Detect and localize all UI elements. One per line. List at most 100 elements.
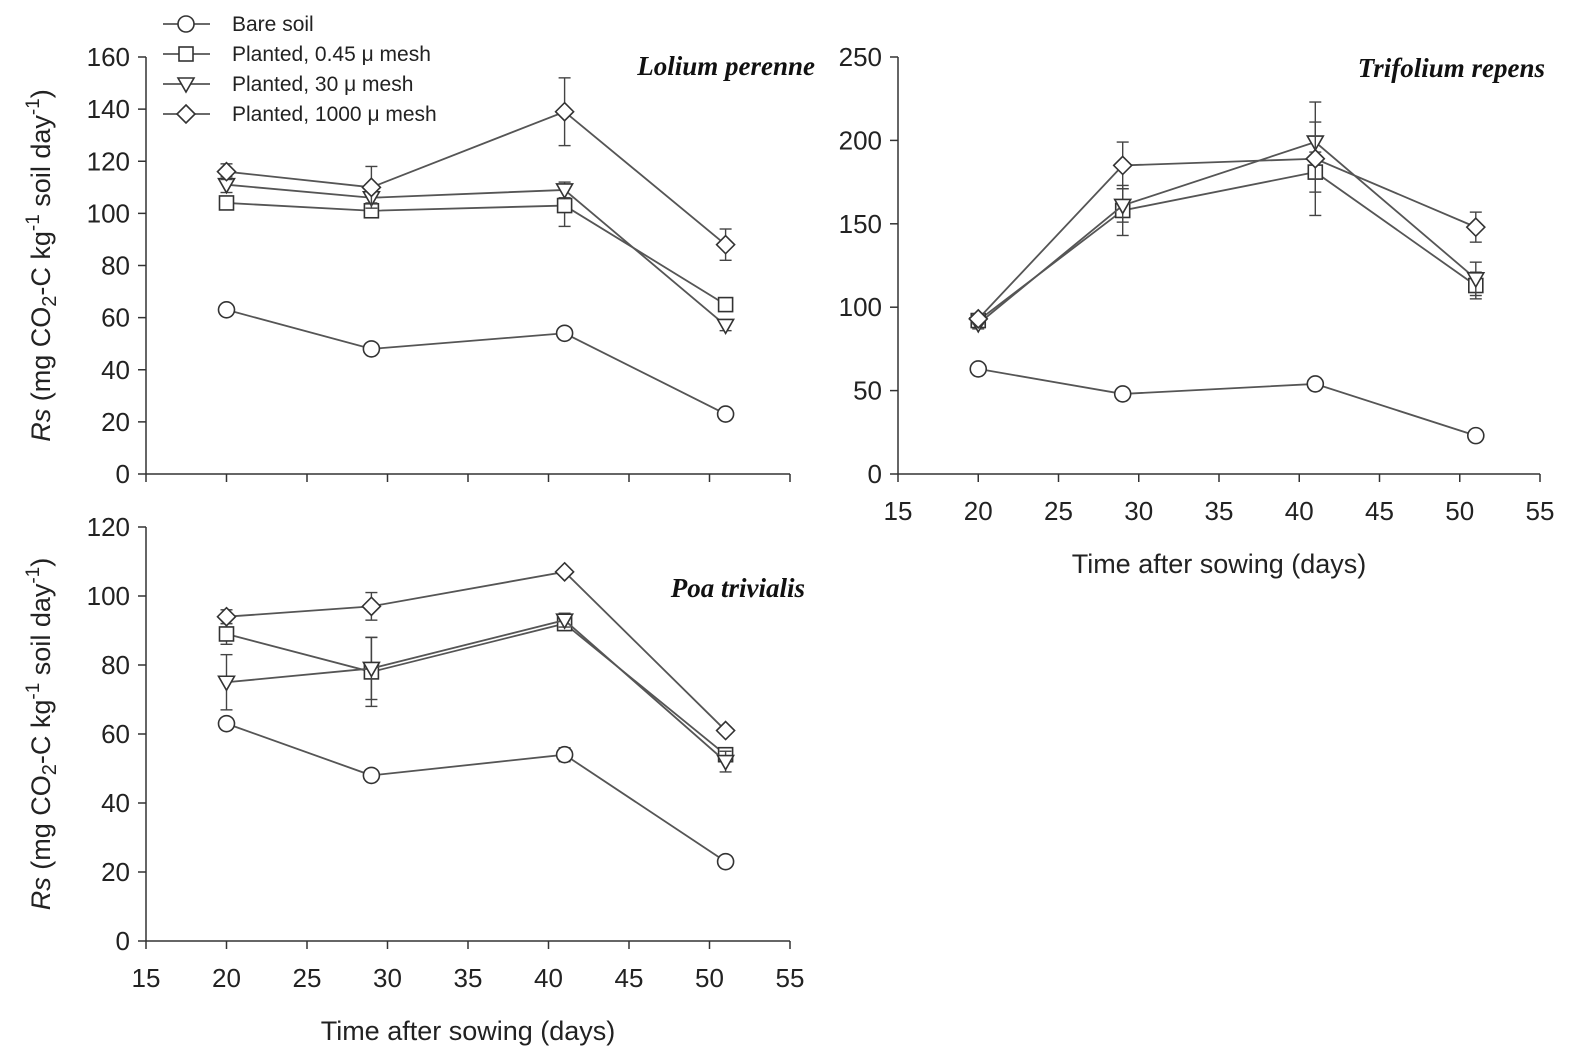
legend-planted-1000-mesh-label: Planted, 1000 μ mesh — [232, 103, 437, 126]
panel-2-planted-1000-mesh-point — [554, 561, 575, 582]
panel-0-bare-soil-point — [217, 301, 236, 319]
panel-2-x-tick-label: 15 — [132, 963, 161, 993]
panel-2-x-tick-label: 50 — [695, 963, 724, 993]
panel-1-y-tick-label: 0 — [868, 459, 882, 489]
legend-planted-0-45-mesh-label: Planted, 0.45 μ mesh — [232, 43, 431, 66]
panel-0-y-axis-title: Rs (mg CO2-C kg-1 soil day-1) — [23, 89, 61, 442]
panel-1-planted-30-mesh-point — [1466, 272, 1486, 289]
panel-1-x-tick-label: 45 — [1365, 496, 1394, 526]
panel-0-y-tick-label: 80 — [101, 251, 130, 281]
panel-1-x-tick-label: 15 — [884, 496, 913, 526]
panel-1-x-tick-label: 30 — [1124, 496, 1153, 526]
panel-1-planted-1000-mesh-point — [1112, 155, 1133, 176]
panel-2-y-axis-title: Rs (mg CO2-C kg-1 soil day-1) — [23, 558, 61, 911]
panel-0-planted-1000-mesh-point — [715, 234, 736, 255]
legend-bare-soil-label: Bare soil — [232, 13, 314, 36]
panel-0-planted-0-45-mesh-point — [717, 296, 734, 313]
panel-2-x-tick-label: 20 — [212, 963, 241, 993]
panel-0-y-tick-label: 100 — [87, 198, 130, 228]
panel-2-x-axis-title: Time after sowing (days) — [321, 1016, 616, 1046]
panel-1-planted-30-mesh-line — [977, 141, 1477, 325]
panel-2-planted-0-45-mesh-point — [218, 626, 235, 642]
panel-2-bare-soil-point — [362, 766, 381, 785]
panel-2-x-tick-label: 30 — [373, 963, 402, 993]
panel-2-planted-0-45-mesh-line — [226, 622, 727, 756]
panel-2-planted-1000-mesh-point — [361, 596, 382, 617]
panel-1-planted-1000-mesh-point — [1465, 217, 1486, 238]
panel-2-y-tick-label: 60 — [101, 719, 130, 749]
panel-2-bare-soil-point — [555, 745, 574, 764]
panel-1-planted-1000-mesh-point — [968, 308, 989, 330]
panel-0-y-tick-label: 20 — [101, 407, 130, 437]
panel-2-y-tick-label: 80 — [101, 650, 130, 680]
panel-2-planted-30-mesh-point — [555, 613, 574, 630]
panel-2-y-tick-label: 20 — [101, 857, 130, 887]
panel-2-planted-30-mesh-point — [362, 661, 381, 679]
panel-0-title: Lolium perenne — [636, 51, 815, 81]
panel-1-y-tick-label: 50 — [853, 376, 882, 406]
panel-0-bare-soil-point — [716, 405, 735, 423]
panel-trifolium-repens: 0 50 100 150 200 250 15 20 25 30 35 40 45 50 55 Time af… — [839, 42, 1555, 579]
panel-0-planted-1000-mesh-line — [226, 110, 727, 246]
panel-1-y-tick-label: 200 — [839, 125, 882, 155]
panel-0-planted-30-mesh-point — [555, 183, 574, 200]
panel-0-y-tick-label: 160 — [87, 42, 130, 72]
panel-2-planted-1000-mesh-point — [216, 606, 237, 627]
panel-2-y-tick-label: 40 — [101, 788, 130, 818]
panel-1-title: Trifolium repens — [1358, 53, 1545, 83]
panel-1-planted-1000-mesh-point — [1305, 148, 1326, 169]
panel-2-x-tick-label: 25 — [293, 963, 322, 993]
panel-2-x-tick-label: 40 — [534, 963, 563, 993]
panel-1-bare-soil-point — [1306, 375, 1325, 393]
panel-2-x-tick-label: 55 — [776, 963, 805, 993]
panel-2-x-tick-label: 45 — [615, 963, 644, 993]
panel-2-bare-soil-point — [217, 714, 236, 733]
panel-2-y-tick-label: 100 — [87, 581, 130, 611]
panel-0-y-tick-label: 40 — [101, 355, 130, 385]
panel-0-bare-soil-line — [226, 308, 727, 415]
panel-0-bare-soil-point — [555, 324, 574, 343]
panel-1-y-tick-label: 150 — [839, 209, 882, 239]
panel-2-y-tick-label: 120 — [87, 512, 130, 542]
panel-0-planted-30-mesh-point — [716, 318, 735, 336]
panel-lolium-perenne: 0 20 40 60 80 100 120 140 160 Rs (mg CO2-C kg-1 s… — [23, 42, 815, 489]
panel-2-y-tick-label: 0 — [116, 926, 130, 956]
panel-0-planted-30-mesh-line — [226, 183, 727, 327]
panel-2-planted-30-mesh-point — [217, 675, 236, 692]
panel-0-y-tick-label: 60 — [101, 303, 130, 333]
panel-1-bare-soil-point — [969, 360, 988, 378]
panel-2-title: Poa trivialis — [670, 573, 805, 603]
panel-1-planted-30-mesh-point — [1113, 198, 1133, 216]
panel-0-bare-soil-point — [362, 340, 381, 358]
panel-2-bare-soil-point — [716, 852, 735, 871]
panel-1-x-axis-title: Time after sowing (days) — [1072, 549, 1367, 579]
panel-0-y-tick-label: 140 — [87, 94, 130, 124]
panel-1-y-tick-label: 100 — [839, 292, 882, 322]
panel-0-y-tick-label: 120 — [87, 146, 130, 176]
panel-1-x-tick-label: 50 — [1445, 496, 1474, 526]
panel-1-x-tick-label: 35 — [1205, 496, 1234, 526]
panel-2-bare-soil-line — [226, 722, 727, 863]
legend-planted-30-mesh-marker — [176, 77, 196, 94]
panel-0-planted-0-45-mesh-point — [218, 195, 235, 211]
panel-poa-trivialis: 0 20 40 60 80 100 120 15 20 25 30 35 40 45 50 55 Time af… — [23, 512, 805, 1046]
panel-0-planted-0-45-mesh-point — [556, 197, 573, 214]
panel-2-planted-30-mesh-line — [226, 619, 727, 763]
legend-bare-soil-marker — [177, 15, 195, 33]
legend-planted-30-mesh-label: Planted, 30 μ mesh — [232, 73, 413, 96]
panel-1-x-tick-label: 25 — [1044, 496, 1073, 526]
panel-1-bare-soil-line — [978, 368, 1477, 437]
panel-2-planted-1000-mesh-point — [715, 720, 736, 741]
panel-1-x-tick-label: 55 — [1526, 496, 1555, 526]
panel-2-planted-30-mesh-point — [716, 754, 735, 772]
panel-1-x-tick-label: 40 — [1285, 496, 1314, 526]
panel-2-planted-1000-mesh-line — [226, 570, 727, 732]
legend: Bare soil Planted, 0.45 μ mesh Planted, 30… — [163, 13, 437, 126]
panel-1-y-tick-label: 250 — [839, 42, 882, 72]
panel-1-x-tick-label: 20 — [964, 496, 993, 526]
legend-planted-0-45-mesh-marker — [178, 46, 194, 62]
panel-0-planted-0-45-mesh-line — [226, 202, 727, 306]
panel-1-planted-1000-mesh-line — [977, 157, 1477, 320]
panel-0-planted-1000-mesh-point — [216, 161, 237, 182]
